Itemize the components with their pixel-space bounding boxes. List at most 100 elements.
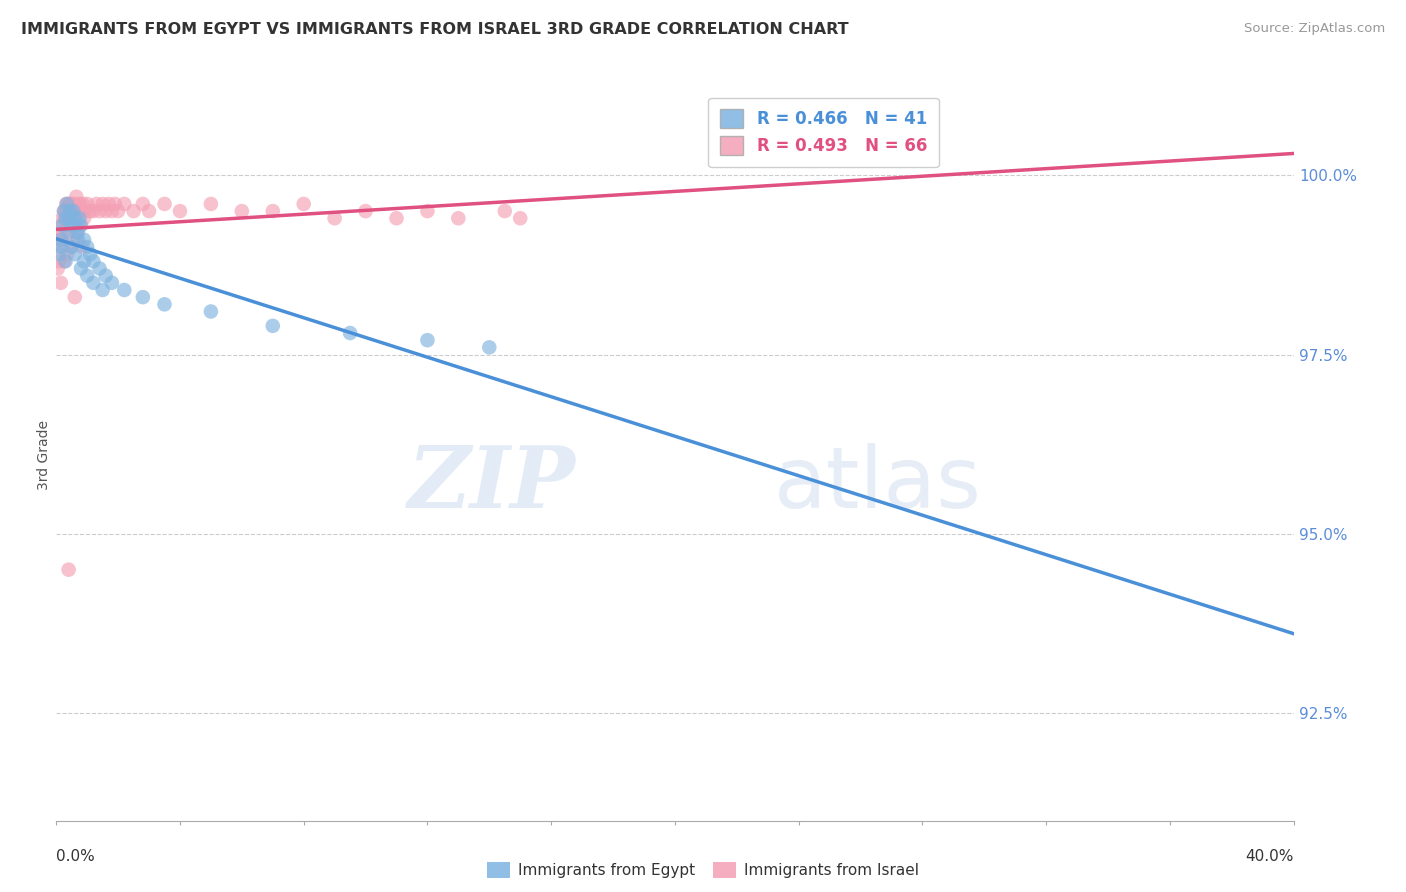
Point xyxy=(76,268,98,283)
Point xyxy=(51,240,73,254)
Point xyxy=(70,261,93,276)
Point xyxy=(58,226,80,240)
Point xyxy=(56,211,79,226)
Point xyxy=(89,261,111,276)
Point xyxy=(49,233,72,247)
Point xyxy=(73,254,96,268)
Text: atlas: atlas xyxy=(773,442,981,525)
Point xyxy=(55,211,77,226)
Point xyxy=(82,204,104,219)
Point xyxy=(53,204,76,219)
Point xyxy=(56,197,79,211)
Point xyxy=(292,197,315,211)
Point xyxy=(66,204,89,219)
Point xyxy=(478,340,501,354)
Legend: R = 0.466   N = 41, R = 0.493   N = 66: R = 0.466 N = 41, R = 0.493 N = 66 xyxy=(709,97,939,167)
Point xyxy=(132,197,155,211)
Point xyxy=(48,247,70,261)
Point xyxy=(49,226,72,240)
Legend: Immigrants from Egypt, Immigrants from Israel: Immigrants from Egypt, Immigrants from I… xyxy=(481,855,925,884)
Point xyxy=(53,254,76,268)
Point xyxy=(112,197,135,211)
Point xyxy=(65,226,87,240)
Point xyxy=(58,204,80,219)
Point xyxy=(65,190,87,204)
Point xyxy=(63,247,86,261)
Point xyxy=(70,204,93,219)
Point xyxy=(153,197,176,211)
Point xyxy=(63,211,86,226)
Point xyxy=(62,233,84,247)
Point xyxy=(494,204,516,219)
Point xyxy=(91,283,114,297)
Point xyxy=(76,197,98,211)
Point xyxy=(62,204,84,219)
Point xyxy=(60,204,83,219)
Point xyxy=(58,563,80,577)
Point xyxy=(48,240,70,254)
Point xyxy=(59,204,82,219)
Point xyxy=(416,333,439,347)
Text: 0.0%: 0.0% xyxy=(56,849,96,864)
Point xyxy=(447,211,470,226)
Point xyxy=(66,226,89,240)
Point xyxy=(55,254,77,268)
Point xyxy=(75,204,97,219)
Point xyxy=(200,304,222,318)
Point xyxy=(69,197,90,211)
Point xyxy=(262,204,284,219)
Point xyxy=(138,204,160,219)
Point xyxy=(79,204,101,219)
Point xyxy=(72,197,94,211)
Point xyxy=(51,219,73,233)
Point xyxy=(112,283,135,297)
Point xyxy=(323,211,346,226)
Point xyxy=(101,204,124,219)
Point xyxy=(76,240,98,254)
Point xyxy=(53,204,76,219)
Point xyxy=(97,197,120,211)
Point xyxy=(72,240,94,254)
Point xyxy=(82,276,104,290)
Point xyxy=(89,204,111,219)
Point xyxy=(231,204,253,219)
Point xyxy=(262,318,284,333)
Point xyxy=(69,219,90,233)
Point xyxy=(48,254,70,268)
Point xyxy=(101,276,124,290)
Point xyxy=(46,261,69,276)
Point xyxy=(55,204,77,219)
Point xyxy=(104,197,127,211)
Point xyxy=(200,197,222,211)
Point xyxy=(416,204,439,219)
Point xyxy=(51,219,73,233)
Point xyxy=(51,211,73,226)
Point xyxy=(60,197,83,211)
Point xyxy=(55,197,77,211)
Point xyxy=(94,204,117,219)
Point xyxy=(73,211,96,226)
Point xyxy=(509,211,531,226)
Text: Source: ZipAtlas.com: Source: ZipAtlas.com xyxy=(1244,22,1385,36)
Point xyxy=(79,247,101,261)
Point xyxy=(59,197,82,211)
Point xyxy=(132,290,155,304)
Text: IMMIGRANTS FROM EGYPT VS IMMIGRANTS FROM ISRAEL 3RD GRADE CORRELATION CHART: IMMIGRANTS FROM EGYPT VS IMMIGRANTS FROM… xyxy=(21,22,849,37)
Point xyxy=(49,276,72,290)
Point xyxy=(354,204,377,219)
Y-axis label: 3rd Grade: 3rd Grade xyxy=(37,420,51,490)
Point xyxy=(63,197,86,211)
Point xyxy=(86,197,108,211)
Point xyxy=(58,211,80,226)
Point xyxy=(94,268,117,283)
Text: ZIP: ZIP xyxy=(408,442,576,526)
Point xyxy=(60,219,83,233)
Point xyxy=(65,219,87,233)
Point xyxy=(169,204,191,219)
Point xyxy=(73,233,96,247)
Point xyxy=(70,219,93,233)
Point xyxy=(107,204,129,219)
Point xyxy=(53,211,76,226)
Point xyxy=(69,211,90,226)
Point xyxy=(58,197,80,211)
